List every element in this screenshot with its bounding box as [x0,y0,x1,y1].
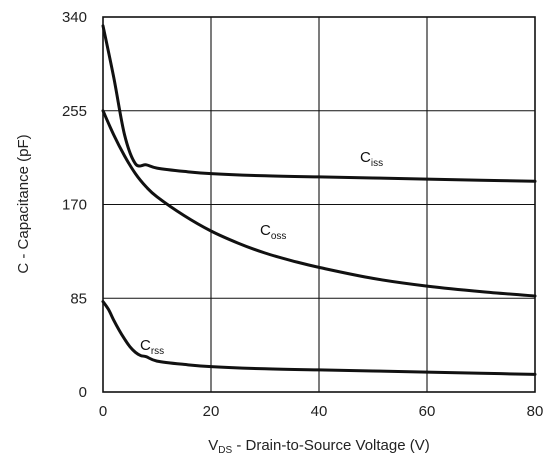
series-line-coss [101,109,537,298]
y-tick-labels: 0 85 170 255 340 [62,9,87,401]
series-label-crss: Crss [140,337,164,357]
x-tick-label: 80 [527,403,544,420]
y-tick-label: 340 [62,9,87,26]
y-axis-label: C - Capacitance (pF) [15,134,32,273]
series-line-crss [101,300,537,376]
curves [101,24,537,376]
x-tick-label: 60 [419,403,436,420]
grid [103,17,535,392]
y-tick-label: 255 [62,103,87,120]
x-tick-labels: 0 20 40 60 80 [99,403,544,420]
y-tick-label: 0 [79,384,87,401]
series-label-ciss: Ciss [360,149,383,169]
y-tick-label: 85 [70,290,87,307]
y-tick-label: 170 [62,197,87,214]
x-tick-label: 0 [99,403,107,420]
x-tick-label: 40 [311,403,328,420]
series-label-coss: Coss [260,222,286,242]
x-axis-label: VDS - Drain-to-Source Voltage (V) [208,437,430,456]
series-labels: Ciss Coss Crss [140,149,383,357]
series-line-ciss [101,24,537,183]
plot-frame [102,16,536,393]
x-tick-label: 20 [203,403,220,420]
